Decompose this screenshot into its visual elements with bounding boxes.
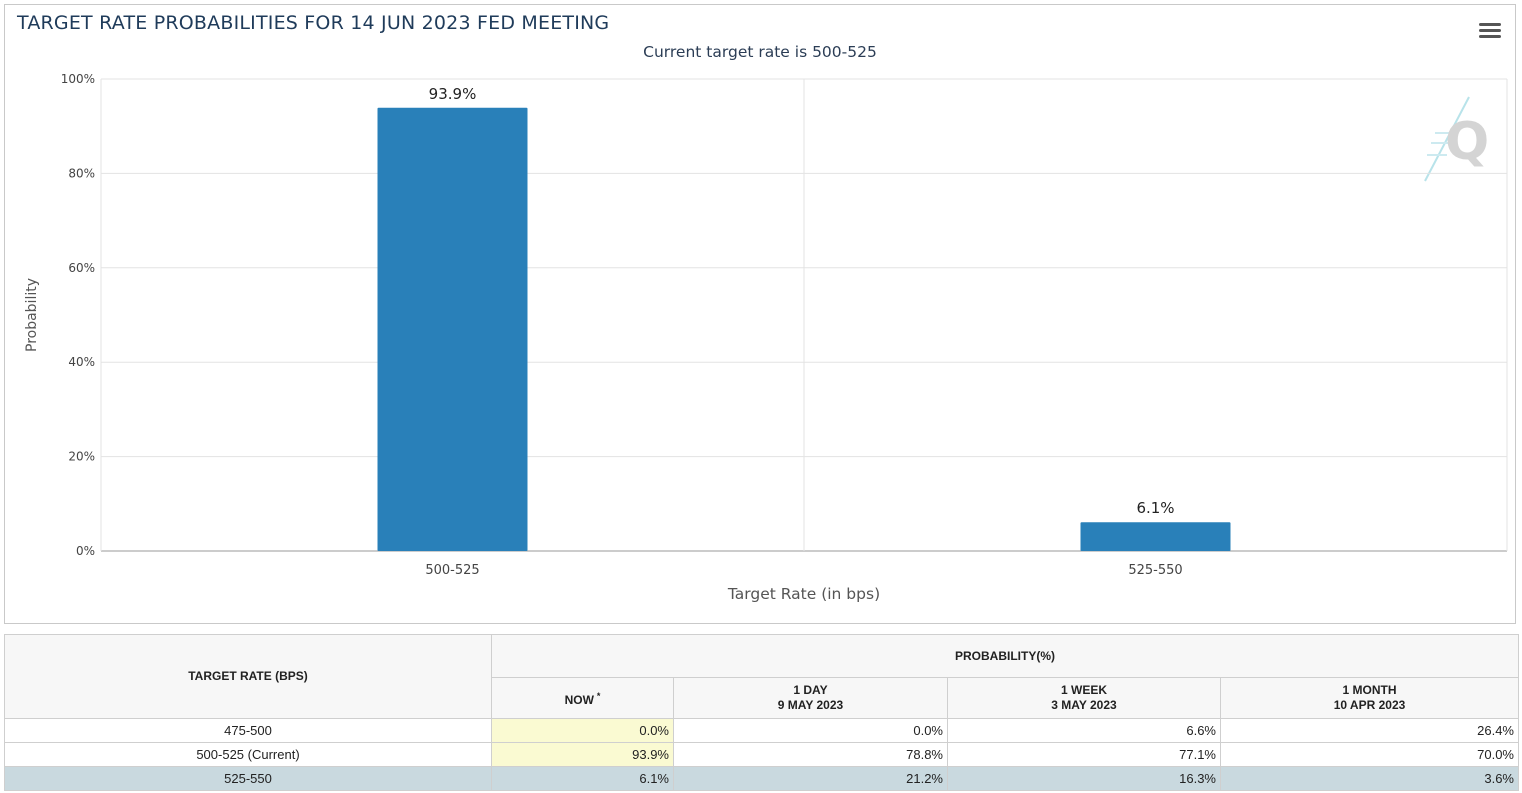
one-week-value-cell: 16.3% [947, 766, 1221, 791]
bar [377, 107, 528, 552]
y-tick-label: 40% [68, 355, 95, 369]
one-month-value-cell: 26.4% [1220, 718, 1519, 743]
probability-table: TARGET RATE (BPS) PROBABILITY(%) NOW * 1 … [4, 634, 1519, 791]
table-row: 475-500 0.0% 0.0% 6.6% 26.4% [4, 718, 1519, 743]
one-day-label: 1 DAY [793, 683, 828, 697]
one-week-value-cell: 6.6% [947, 718, 1221, 743]
rate-cell: 475-500 [4, 718, 492, 743]
table-row: 500-525 (Current) 93.9% 78.8% 77.1% 70.0… [4, 742, 1519, 767]
now-label: NOW [564, 692, 594, 707]
hamburger-menu-icon[interactable] [1479, 23, 1501, 41]
now-value-cell: 6.1% [491, 766, 674, 791]
rate-cell: 525-550 [4, 766, 492, 791]
one-week-header: 1 WEEK 3 MAY 2023 [947, 677, 1221, 719]
x-tick-label: 525-550 [1128, 563, 1182, 578]
data-label: 6.1% [1136, 499, 1174, 517]
one-month-value-cell: 3.6% [1220, 766, 1519, 791]
chart-title: TARGET RATE PROBABILITIES FOR 14 JUN 202… [17, 12, 610, 34]
bar-chart: 0% 20% 40% 60% 80% 100% 93.9% 500-525 6.1% 525-55… [24, 72, 1508, 603]
one-week-value-cell: 77.1% [947, 742, 1221, 767]
y-tick-label: 60% [68, 261, 95, 275]
one-week-date: 3 MAY 2023 [1051, 698, 1117, 712]
data-label: 93.9% [429, 85, 477, 103]
one-day-header: 1 DAY 9 MAY 2023 [673, 677, 948, 719]
table-row: 525-550 6.1% 21.2% 16.3% 3.6% [4, 766, 1519, 791]
now-value-cell: 93.9% [491, 742, 674, 767]
x-axis-title: Target Rate (in bps) [727, 585, 880, 603]
probability-header: PROBABILITY(%) [491, 634, 1519, 678]
chart-panel: TARGET RATE PROBABILITIES FOR 14 JUN 202… [4, 4, 1516, 624]
one-day-date: 9 MAY 2023 [777, 698, 844, 712]
target-rate-header: TARGET RATE (BPS) [4, 634, 492, 719]
now-header: NOW * [491, 677, 674, 719]
one-month-label: 1 MONTH [1342, 683, 1397, 697]
y-tick-label: 100% [61, 72, 95, 86]
now-value-cell: 0.0% [491, 718, 674, 743]
y-tick-label: 20% [68, 450, 95, 464]
y-tick-label: 80% [68, 166, 95, 180]
one-month-date: 10 APR 2023 [1333, 698, 1406, 712]
now-marker: * [596, 690, 601, 701]
x-tick-label: 500-525 [425, 563, 479, 578]
one-month-header: 1 MONTH 10 APR 2023 [1220, 677, 1519, 719]
one-day-value-cell: 0.0% [673, 718, 948, 743]
bar [1080, 522, 1231, 551]
one-day-value-cell: 21.2% [673, 766, 948, 791]
rate-cell: 500-525 (Current) [4, 742, 492, 767]
one-day-value-cell: 78.8% [673, 742, 948, 767]
one-month-value-cell: 70.0% [1220, 742, 1519, 767]
q-logo-icon: Q [1424, 96, 1489, 182]
svg-text:Q: Q [1445, 112, 1489, 172]
y-axis-title: Probability [24, 278, 40, 352]
one-week-label: 1 WEEK [1060, 683, 1107, 697]
chart-subtitle: Current target rate is 500-525 [643, 43, 877, 61]
y-tick-label: 0% [76, 544, 95, 558]
